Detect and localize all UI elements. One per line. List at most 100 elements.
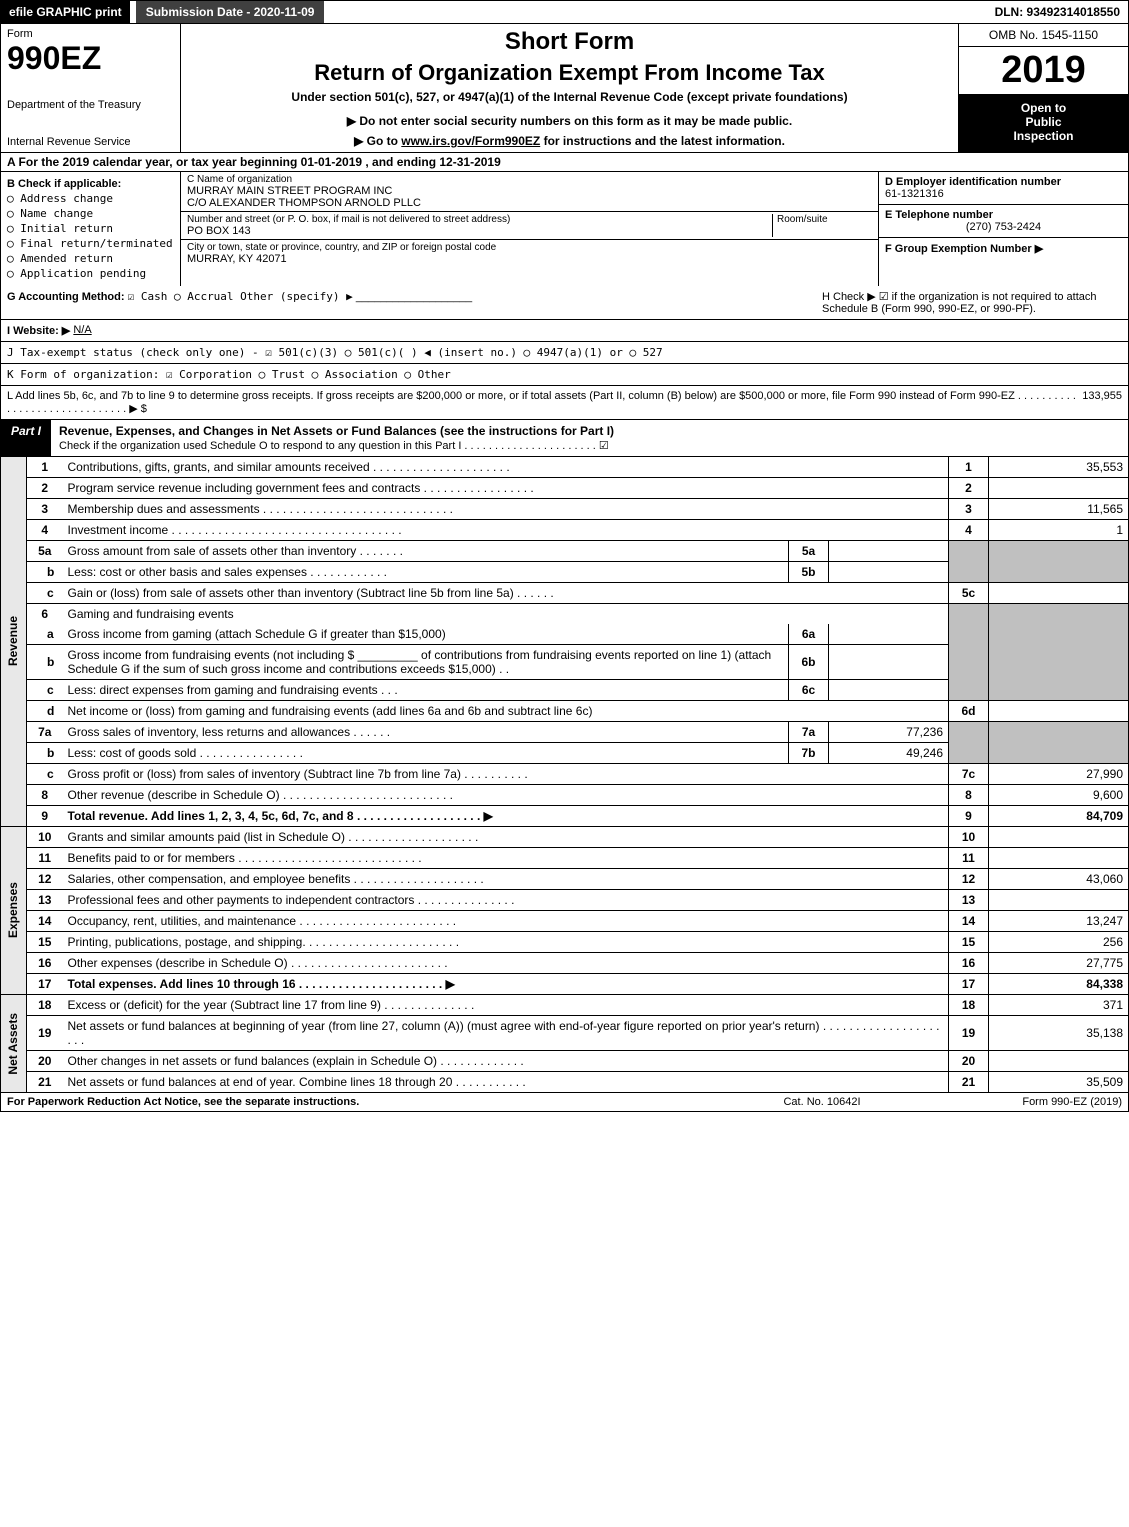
line-21: 21 Net assets or fund balances at end of… [1, 1072, 1129, 1093]
l8-rval: 9,600 [989, 785, 1129, 806]
l6-rnum-grey [949, 604, 989, 701]
part1-check-line: Check if the organization used Schedule … [59, 440, 609, 452]
l7b-num: b [27, 743, 63, 764]
l18-rnum: 18 [949, 995, 989, 1016]
l12-num: 12 [27, 869, 63, 890]
chk-initial-return[interactable]: ◯ Initial return [7, 222, 174, 235]
l8-num: 8 [27, 785, 63, 806]
part1-header: Part I Revenue, Expenses, and Changes in… [0, 420, 1129, 457]
l7ab-rnum-grey [949, 722, 989, 764]
l6c-num: c [27, 680, 63, 701]
l5a-desc: Gross amount from sale of assets other t… [63, 541, 789, 562]
efile-print-label[interactable]: efile GRAPHIC print [1, 1, 130, 23]
l6-rval-grey [989, 604, 1129, 701]
l16-desc: Other expenses (describe in Schedule O) … [63, 953, 949, 974]
row-k-org-form[interactable]: K Form of organization: ☑ Corporation ◯ … [0, 364, 1129, 386]
link-pre: ▶ Go to [354, 134, 401, 148]
chk-name-change[interactable]: ◯ Name change [7, 207, 174, 220]
l10-rval [989, 827, 1129, 848]
chk-final-return[interactable]: ◯ Final return/terminated [7, 237, 174, 250]
l7c-num: c [27, 764, 63, 785]
l17-rval: 84,338 [989, 974, 1129, 995]
d-ein-label: D Employer identification number [885, 176, 1122, 188]
l21-desc: Net assets or fund balances at end of ye… [63, 1072, 949, 1093]
side-netassets-text: Net Assets [6, 1013, 20, 1075]
chk-amended-return[interactable]: ◯ Amended return [7, 252, 174, 265]
line-17: 17 Total expenses. Add lines 10 through … [1, 974, 1129, 995]
form-label: Form [7, 28, 174, 40]
chk-application-pending[interactable]: ◯ Application pending [7, 267, 174, 280]
instructions-link-line: ▶ Go to www.irs.gov/Form990EZ for instru… [187, 134, 952, 148]
l20-num: 20 [27, 1051, 63, 1072]
l15-rnum: 15 [949, 932, 989, 953]
l3-rnum: 3 [949, 499, 989, 520]
row-l-gross-receipts: L Add lines 5b, 6c, and 7b to line 9 to … [0, 386, 1129, 420]
tax-year: 2019 [959, 47, 1128, 95]
l15-desc: Printing, publications, postage, and shi… [63, 932, 949, 953]
line-18: Net Assets 18 Excess or (deficit) for th… [1, 995, 1129, 1016]
l2-num: 2 [27, 478, 63, 499]
c-room-label: Room/suite [777, 214, 872, 225]
l11-rnum: 11 [949, 848, 989, 869]
l21-rval: 35,509 [989, 1072, 1129, 1093]
f-group: F Group Exemption Number ▶ [879, 238, 1128, 259]
l3-desc: Membership dues and assessments . . . . … [63, 499, 949, 520]
form-number: 990EZ [7, 42, 174, 74]
l6d-rval [989, 701, 1129, 722]
l5ab-rval-grey [989, 541, 1129, 583]
l6a-num: a [27, 624, 63, 645]
c-addr-val: PO BOX 143 [187, 225, 772, 237]
l18-desc: Excess or (deficit) for the year (Subtra… [63, 995, 949, 1016]
l5c-num: c [27, 583, 63, 604]
block-bcdef: B Check if applicable: ◯ Address change … [0, 172, 1129, 286]
header-mid: Short Form Return of Organization Exempt… [181, 24, 958, 152]
l7b-desc: Less: cost of goods sold . . . . . . . .… [63, 743, 789, 764]
l6-num: 6 [27, 604, 63, 625]
l12-rnum: 12 [949, 869, 989, 890]
l6c-mn: 6c [789, 680, 829, 701]
l1-rnum: 1 [949, 457, 989, 478]
side-netassets: Net Assets [1, 995, 27, 1093]
l4-num: 4 [27, 520, 63, 541]
e-phone-val: (270) 753-2424 [885, 221, 1122, 233]
g-label: G Accounting Method: [7, 291, 125, 303]
omb-number: OMB No. 1545-1150 [959, 24, 1128, 47]
footer-left: For Paperwork Reduction Act Notice, see … [7, 1096, 722, 1108]
i-label: I Website: ▶ [7, 324, 70, 337]
g-options[interactable]: ☑ Cash ◯ Accrual Other (specify) ▶ [128, 290, 353, 303]
d-ein: D Employer identification number 61-1321… [879, 172, 1128, 205]
chk-address-change[interactable]: ◯ Address change [7, 192, 174, 205]
ssn-warning: ▶ Do not enter social security numbers o… [187, 114, 952, 128]
l7b-mn: 7b [789, 743, 829, 764]
l13-rval [989, 890, 1129, 911]
l1-desc: Contributions, gifts, grants, and simila… [63, 457, 949, 478]
line-14: 14 Occupancy, rent, utilities, and maint… [1, 911, 1129, 932]
l7a-num: 7a [27, 722, 63, 743]
row-j-tax-status[interactable]: J Tax-exempt status (check only one) - ☑… [0, 342, 1129, 364]
l17-rnum: 17 [949, 974, 989, 995]
l1-num: 1 [27, 457, 63, 478]
l4-rnum: 4 [949, 520, 989, 541]
form-header: Form 990EZ Department of the Treasury In… [0, 24, 1129, 153]
l4-rval: 1 [989, 520, 1129, 541]
irs-link[interactable]: www.irs.gov/Form990EZ [401, 134, 540, 148]
col-c-org-info: C Name of organization MURRAY MAIN STREE… [181, 172, 878, 286]
page-footer: For Paperwork Reduction Act Notice, see … [0, 1093, 1129, 1112]
l5a-mv [829, 541, 949, 562]
l11-num: 11 [27, 848, 63, 869]
l5b-mn: 5b [789, 562, 829, 583]
l6c-desc: Less: direct expenses from gaming and fu… [63, 680, 789, 701]
c-name-val1: MURRAY MAIN STREET PROGRAM INC [187, 185, 872, 197]
line-11: 11 Benefits paid to or for members . . .… [1, 848, 1129, 869]
l16-rval: 27,775 [989, 953, 1129, 974]
line-6d: d Net income or (loss) from gaming and f… [1, 701, 1129, 722]
l15-rval: 256 [989, 932, 1129, 953]
c-addr-row: Number and street (or P. O. box, if mail… [181, 212, 878, 240]
l14-rval: 13,247 [989, 911, 1129, 932]
l1-rval: 35,553 [989, 457, 1129, 478]
l21-rnum: 21 [949, 1072, 989, 1093]
row-i-website: I Website: ▶ N/A [0, 320, 1129, 342]
l7c-rnum: 7c [949, 764, 989, 785]
l6c-mv [829, 680, 949, 701]
c-name-row: C Name of organization MURRAY MAIN STREE… [181, 172, 878, 212]
